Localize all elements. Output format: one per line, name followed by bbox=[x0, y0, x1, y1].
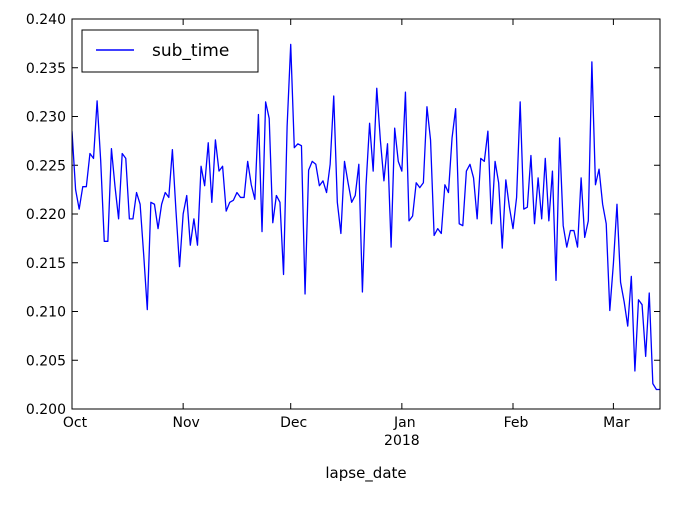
y-tick-label: 0.220 bbox=[26, 207, 66, 223]
x-tick-label: Feb bbox=[504, 415, 529, 431]
y-tick-label: 0.235 bbox=[26, 61, 66, 77]
x-tick-label: Jan bbox=[393, 415, 416, 431]
y-axis: 0.200 0.205 0.210 0.215 0.220 0.225 0.230 0.235… bbox=[26, 12, 660, 418]
y-tick-label: 0.205 bbox=[26, 353, 66, 369]
x-axis-label: lapse_date bbox=[325, 464, 406, 483]
y-tick-label: 0.210 bbox=[26, 305, 66, 321]
y-tick-label: 0.240 bbox=[26, 12, 66, 28]
x-tick-label: Mar bbox=[603, 415, 630, 431]
legend-label-sub_time: sub_time bbox=[152, 41, 229, 61]
y-tick-label: 0.230 bbox=[26, 110, 66, 126]
legend: sub_time bbox=[81, 29, 259, 73]
y-tick-label: 0.200 bbox=[26, 402, 66, 418]
y-tick-label: 0.225 bbox=[26, 158, 66, 174]
series-line-sub_time bbox=[72, 43, 660, 391]
x-tick-label: Nov bbox=[172, 415, 199, 431]
x-tick-sublabel: 2018 bbox=[384, 433, 420, 449]
y-tick-label: 0.215 bbox=[26, 256, 66, 272]
x-axis: Oct Nov Dec Jan 2018 Feb Mar bbox=[63, 19, 630, 449]
plot-frame bbox=[71, 18, 661, 410]
legend-box bbox=[81, 29, 259, 73]
x-tick-label: Oct bbox=[63, 415, 88, 431]
x-tick-label: Dec bbox=[280, 415, 307, 431]
